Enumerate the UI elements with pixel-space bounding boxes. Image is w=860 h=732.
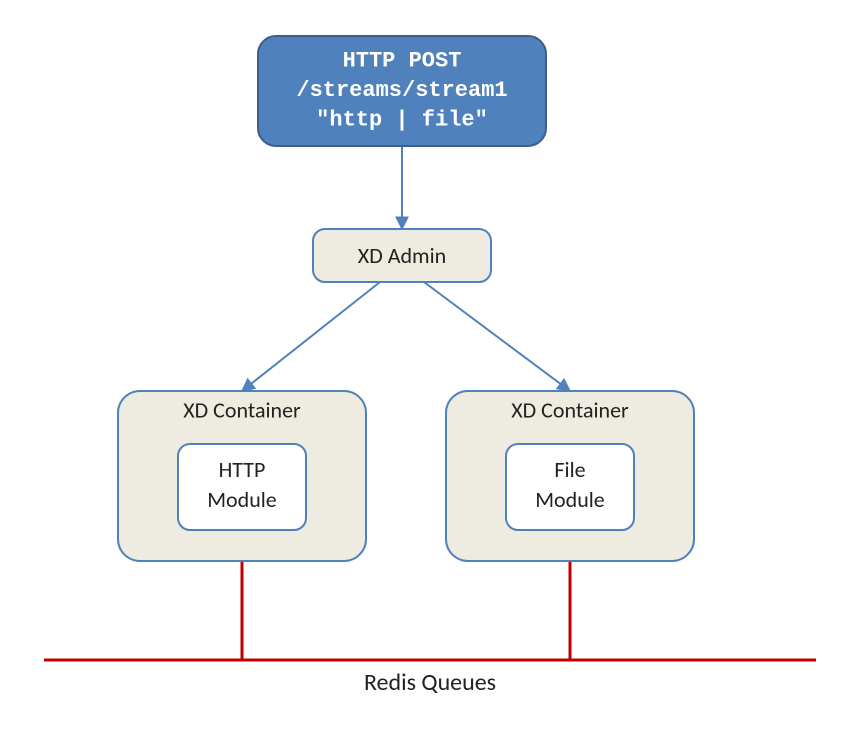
edge-admin-to-left-container — [242, 282, 380, 391]
http-post-box: HTTP POST/streams/stream1"http | file" — [258, 36, 546, 146]
xd-admin-box: XD Admin — [313, 229, 491, 282]
container-label: XD Container — [511, 396, 629, 423]
edge-admin-to-right-container — [424, 282, 570, 391]
redis-label: Redis Queues — [364, 668, 496, 697]
label: XD Admin — [358, 242, 446, 269]
http-module-box: HTTPModule — [178, 444, 306, 530]
container-label: XD Container — [183, 396, 301, 423]
file-module-box: FileModule — [506, 444, 634, 530]
